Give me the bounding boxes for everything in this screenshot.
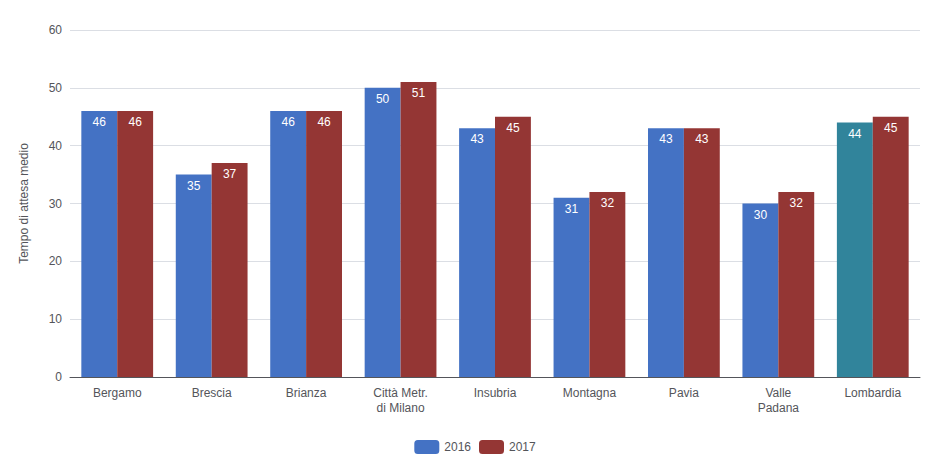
- svg-text:43: 43: [659, 132, 673, 146]
- svg-text:2017: 2017: [509, 440, 536, 454]
- svg-text:43: 43: [695, 132, 709, 146]
- svg-text:45: 45: [884, 121, 898, 135]
- svg-text:32: 32: [790, 196, 804, 210]
- svg-text:Tempo di attesa medio: Tempo di attesa medio: [17, 143, 31, 264]
- svg-text:37: 37: [223, 167, 237, 181]
- svg-text:Bergamo: Bergamo: [93, 386, 142, 400]
- svg-text:2016: 2016: [444, 440, 471, 454]
- svg-text:Brianza: Brianza: [286, 386, 327, 400]
- svg-text:0: 0: [55, 370, 62, 384]
- svg-text:30: 30: [49, 197, 63, 211]
- svg-text:45: 45: [506, 121, 520, 135]
- svg-text:di Milano: di Milano: [377, 401, 425, 415]
- svg-text:46: 46: [93, 115, 107, 129]
- svg-text:31: 31: [565, 202, 579, 216]
- svg-text:10: 10: [49, 312, 63, 326]
- svg-text:50: 50: [376, 92, 390, 106]
- svg-text:Lombardia: Lombardia: [844, 386, 901, 400]
- svg-text:Insubria: Insubria: [474, 386, 517, 400]
- svg-text:44: 44: [848, 127, 862, 141]
- svg-text:30: 30: [754, 208, 768, 222]
- svg-text:Pavia: Pavia: [669, 386, 699, 400]
- svg-text:32: 32: [601, 196, 615, 210]
- svg-text:Padana: Padana: [758, 401, 800, 415]
- svg-text:46: 46: [128, 115, 142, 129]
- svg-text:51: 51: [412, 86, 426, 100]
- svg-text:Città Metr.: Città Metr.: [373, 386, 428, 400]
- svg-text:50: 50: [49, 81, 63, 95]
- svg-text:Brescia: Brescia: [192, 386, 232, 400]
- svg-text:20: 20: [49, 254, 63, 268]
- svg-text:46: 46: [281, 115, 295, 129]
- svg-text:35: 35: [187, 179, 201, 193]
- svg-text:40: 40: [49, 139, 63, 153]
- svg-text:46: 46: [317, 115, 331, 129]
- svg-text:60: 60: [49, 23, 63, 37]
- svg-text:43: 43: [470, 132, 484, 146]
- svg-text:Valle: Valle: [765, 386, 791, 400]
- svg-text:Montagna: Montagna: [563, 386, 617, 400]
